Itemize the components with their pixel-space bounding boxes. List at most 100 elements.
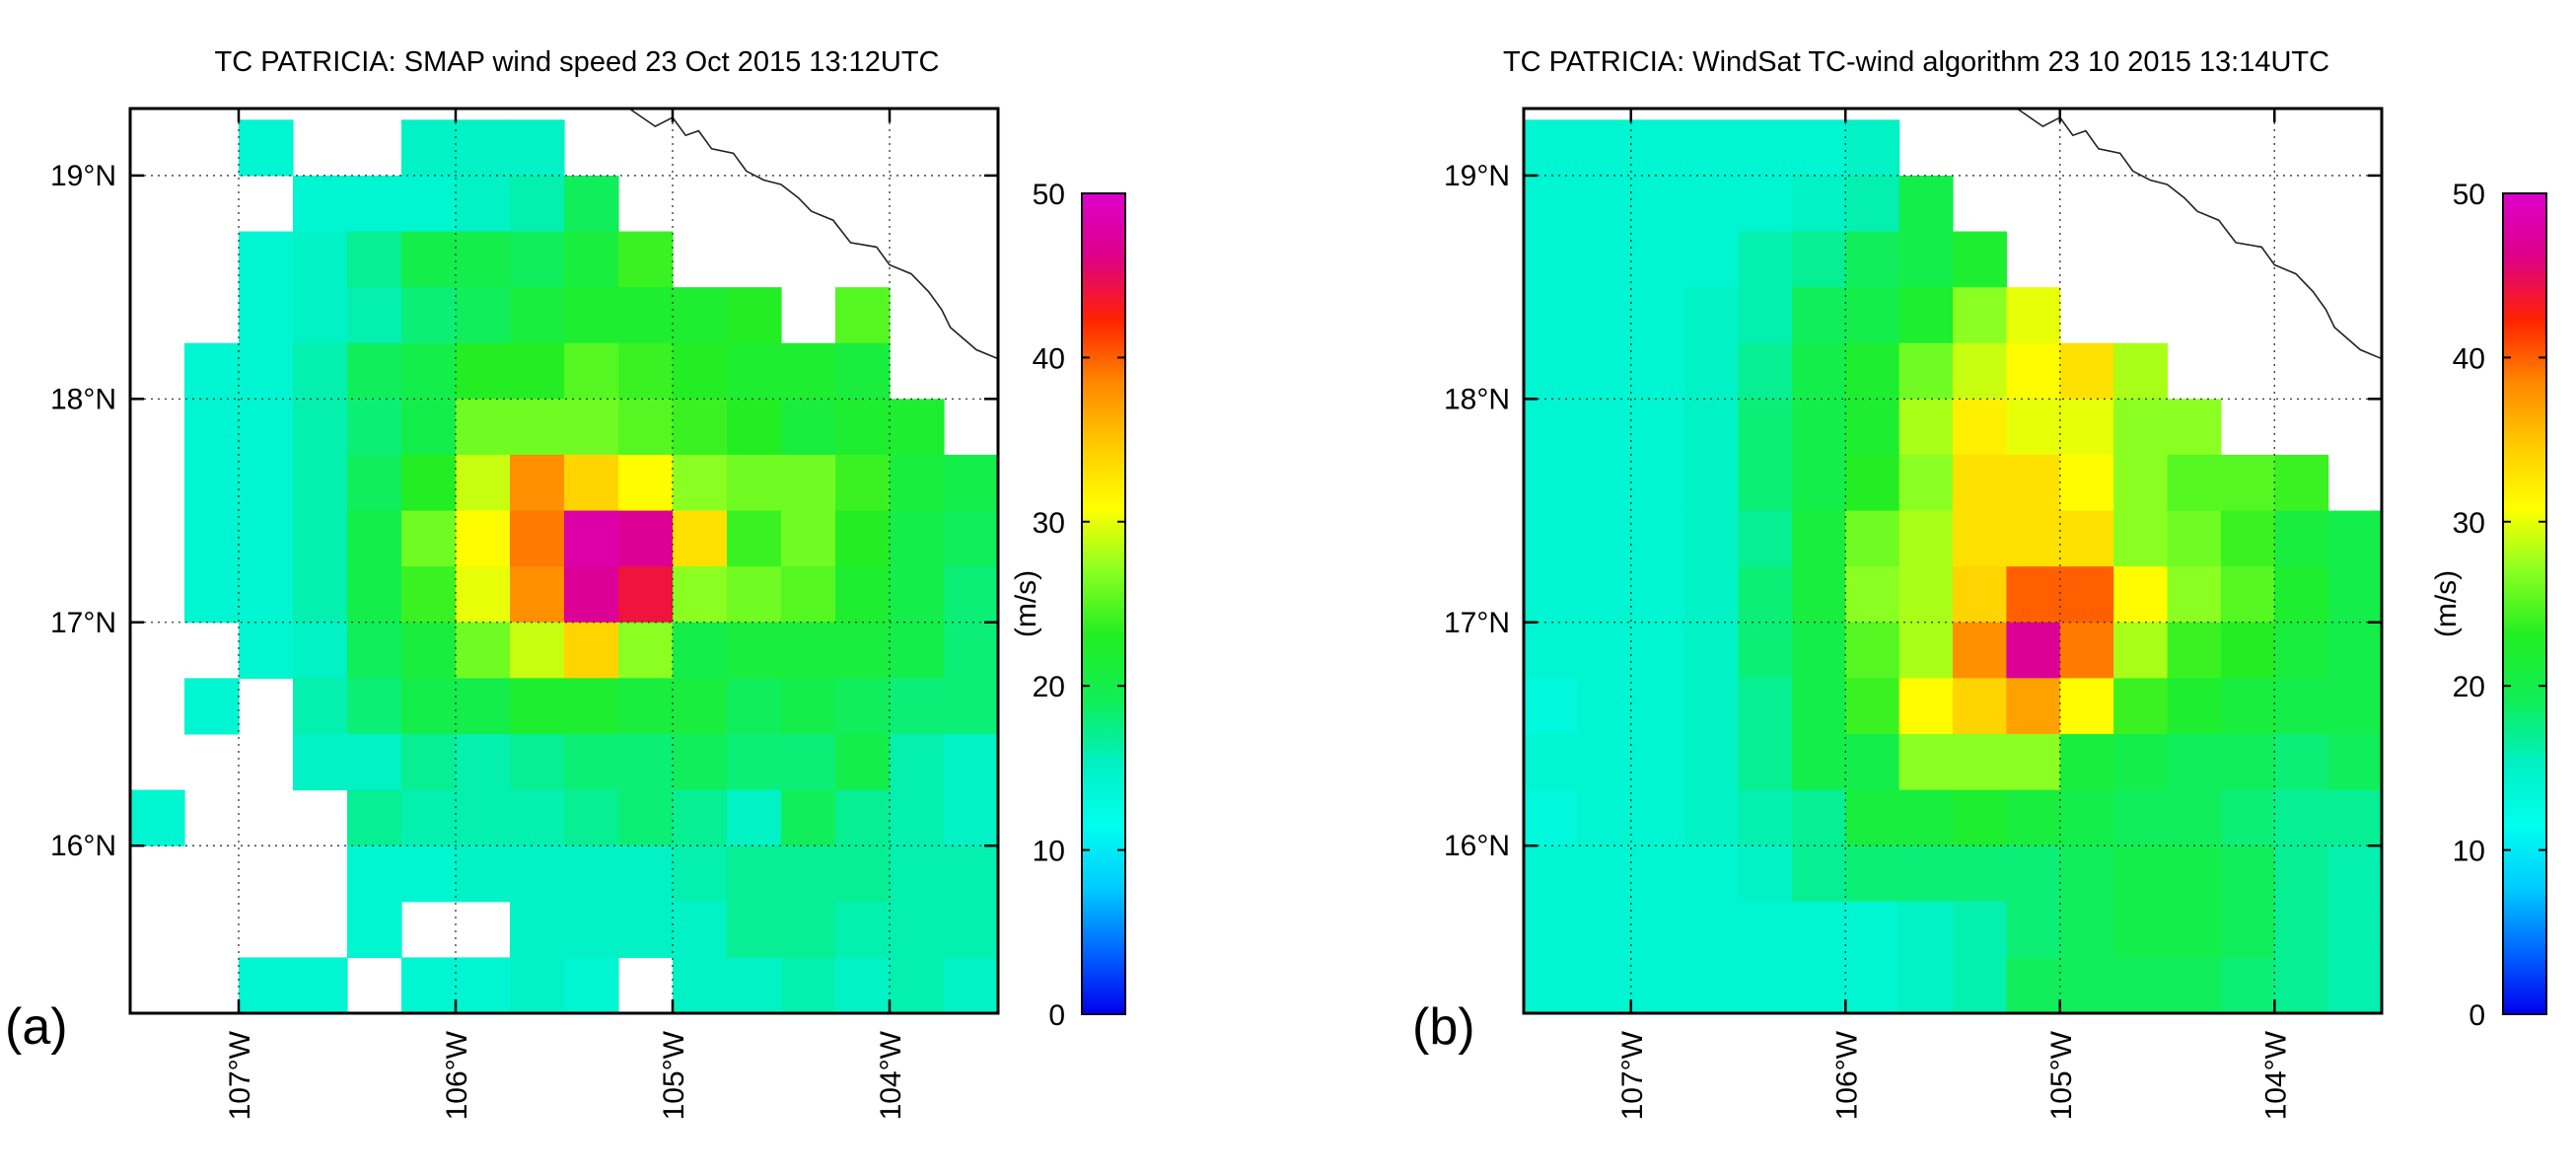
wind-cell bbox=[1845, 845, 1900, 903]
wind-cell bbox=[1845, 566, 1900, 624]
wind-cell bbox=[1684, 678, 1740, 735]
colorbar-tick-label: 10 bbox=[2453, 836, 2485, 868]
wind-cell bbox=[347, 454, 402, 512]
wind-cell bbox=[564, 510, 619, 567]
wind-cell bbox=[618, 901, 674, 958]
wind-cell bbox=[890, 510, 945, 567]
wind-cell bbox=[564, 678, 619, 735]
wind-cell bbox=[1630, 733, 1685, 791]
wind-cell bbox=[1738, 454, 1793, 512]
wind-cell bbox=[1738, 678, 1793, 735]
wind-cell bbox=[727, 845, 782, 903]
wind-cell bbox=[1630, 454, 1685, 512]
panel-b-frame bbox=[1522, 107, 2384, 1015]
wind-cell bbox=[401, 957, 457, 1014]
panel-a-ticks bbox=[130, 109, 998, 1013]
wind-cell bbox=[1898, 957, 1954, 1014]
wind-cell bbox=[239, 399, 294, 456]
wind-cell bbox=[835, 399, 891, 456]
wind-cell bbox=[1953, 454, 2007, 512]
wind-cell bbox=[456, 399, 511, 456]
wind-cell bbox=[1898, 789, 1954, 846]
wind-cell bbox=[2006, 957, 2061, 1014]
wind-cell bbox=[1577, 733, 1632, 791]
y-tick-label: 16°N bbox=[50, 830, 116, 862]
wind-cell bbox=[890, 733, 945, 791]
wind-cell bbox=[347, 622, 402, 679]
wind-cell bbox=[1577, 342, 1632, 400]
wind-cell bbox=[673, 622, 728, 679]
wind-cell bbox=[1845, 789, 1900, 846]
wind-cell bbox=[1845, 901, 1900, 958]
wind-cell bbox=[2113, 901, 2169, 958]
colorbar-label: (m/s) bbox=[2430, 570, 2463, 637]
wind-cell bbox=[401, 678, 457, 735]
wind-cell bbox=[781, 845, 836, 903]
wind-cell bbox=[2274, 454, 2329, 512]
colorbar-tick-label: 30 bbox=[1033, 507, 1065, 540]
wind-cell bbox=[2274, 678, 2329, 735]
wind-cell bbox=[184, 678, 240, 735]
wind-cell bbox=[2113, 845, 2169, 903]
wind-cell bbox=[1577, 566, 1632, 624]
wind-cell bbox=[510, 901, 565, 958]
wind-cell bbox=[1684, 342, 1740, 400]
wind-cell bbox=[1630, 510, 1685, 567]
wind-cell bbox=[1791, 399, 1846, 456]
x-tick-label: 106°W bbox=[1830, 1030, 1863, 1120]
wind-cell bbox=[510, 175, 565, 233]
wind-cell bbox=[2006, 901, 2061, 958]
wind-cell bbox=[1898, 845, 1954, 903]
wind-cell bbox=[1577, 957, 1632, 1014]
wind-cell bbox=[2113, 510, 2169, 567]
wind-cell bbox=[1953, 733, 2007, 791]
x-tick-label: 107°W bbox=[1616, 1030, 1649, 1120]
wind-cell bbox=[1577, 622, 1632, 679]
wind-cell bbox=[2327, 678, 2383, 735]
wind-cell bbox=[2220, 454, 2275, 512]
wind-cell bbox=[727, 733, 782, 791]
y-tick-label: 17°N bbox=[50, 607, 116, 639]
wind-cell bbox=[347, 678, 402, 735]
wind-cell bbox=[1791, 231, 1846, 288]
wind-cell bbox=[944, 566, 999, 624]
wind-cell bbox=[727, 901, 782, 958]
wind-cell bbox=[890, 399, 945, 456]
wind-cell bbox=[1684, 287, 1740, 344]
wind-cell bbox=[2274, 901, 2329, 958]
wind-cell bbox=[1898, 678, 1954, 735]
wind-cell bbox=[510, 287, 565, 344]
wind-cell bbox=[1684, 454, 1740, 512]
panel-b-title: TC PATRICIA: WindSat TC-wind algorithm 2… bbox=[1503, 46, 2329, 78]
wind-cell bbox=[1577, 510, 1632, 567]
colorbar-tick-label: 30 bbox=[2453, 507, 2485, 540]
wind-cell bbox=[401, 622, 457, 679]
wind-cell bbox=[2059, 901, 2114, 958]
wind-cell bbox=[944, 733, 999, 791]
wind-cell bbox=[2220, 789, 2275, 846]
wind-cell bbox=[1524, 119, 1578, 177]
wind-cell bbox=[2274, 510, 2329, 567]
wind-cell bbox=[2006, 510, 2061, 567]
wind-cell bbox=[293, 622, 348, 679]
wind-cell bbox=[347, 733, 402, 791]
colorbar-tick-label: 50 bbox=[1033, 179, 1065, 211]
wind-cell bbox=[2006, 454, 2061, 512]
wind-cell bbox=[293, 287, 348, 344]
wind-cell bbox=[2113, 454, 2169, 512]
colorbar-tick-label: 0 bbox=[1048, 999, 1065, 1032]
wind-cell bbox=[835, 287, 891, 344]
x-tick-label: 106°W bbox=[441, 1030, 473, 1120]
wind-cell bbox=[1524, 957, 1578, 1014]
wind-cell bbox=[1898, 566, 1954, 624]
y-tick-label: 19°N bbox=[1444, 160, 1510, 192]
wind-cell bbox=[1684, 566, 1740, 624]
wind-cell bbox=[1845, 510, 1900, 567]
wind-cell bbox=[2167, 566, 2222, 624]
wind-cell bbox=[1953, 566, 2007, 624]
wind-cell bbox=[727, 789, 782, 846]
wind-cell bbox=[1898, 901, 1954, 958]
wind-cell bbox=[293, 454, 348, 512]
wind-cell bbox=[890, 566, 945, 624]
